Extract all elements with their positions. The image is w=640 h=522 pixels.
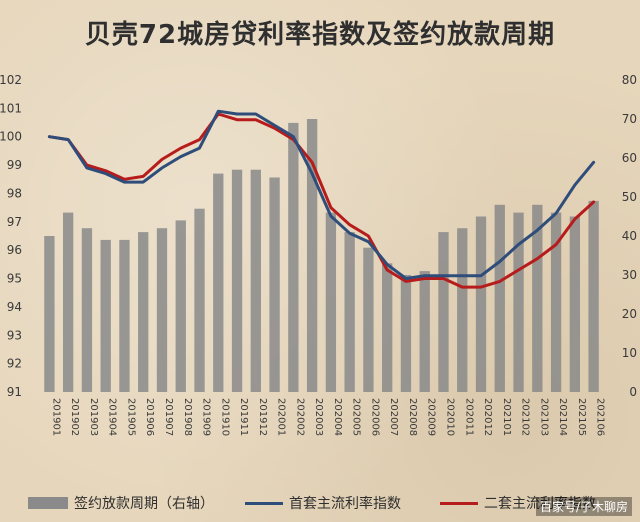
- bar: [588, 200, 599, 392]
- bar: [475, 216, 487, 392]
- bar: [457, 228, 468, 392]
- legend-label-cycle: 签约放款周期（右轴）: [74, 496, 214, 512]
- x-tick-label: 201905: [125, 398, 136, 436]
- x-tick-label: 202007: [388, 398, 399, 436]
- legend-swatch-bar: [28, 497, 68, 509]
- x-tick-label: 201912: [257, 398, 268, 436]
- x-tick-label: 201902: [69, 398, 80, 436]
- bar: [156, 228, 168, 392]
- x-tick-label: 202006: [369, 398, 380, 436]
- line-series-second-home: [47, 112, 596, 289]
- bar: [175, 220, 186, 392]
- bar: [550, 212, 562, 392]
- x-tick-label: 202003: [313, 398, 324, 436]
- x-tick-label: 202008: [407, 398, 418, 436]
- y-left-tick-label: 91: [7, 385, 22, 399]
- y-left-tick-label: 97: [7, 215, 22, 229]
- x-tick-label: 202104: [557, 398, 568, 436]
- bar: [81, 228, 93, 392]
- bar: [100, 239, 111, 392]
- y-left-tick-label: 98: [7, 186, 22, 200]
- y-left-tick-label: 93: [7, 328, 22, 342]
- chart-legend: 签约放款周期（右轴） 首套主流利率指数 二套主流利率指数: [10, 493, 640, 517]
- y-right-tick-label: 70: [622, 112, 637, 126]
- y-right-tick-label: 0: [629, 385, 637, 399]
- x-tick-label: 202105: [576, 398, 587, 436]
- bar: [382, 263, 393, 392]
- y-right-tick-label: 10: [622, 346, 637, 360]
- x-tick-label: 202101: [501, 398, 512, 436]
- watermark: 百家号/子木聊房: [535, 497, 632, 516]
- y-left-tick-label: 101: [0, 101, 22, 115]
- legend-label-first-home: 首套主流利率指数: [289, 496, 401, 512]
- bar: [419, 271, 430, 392]
- x-tick-label: 202106: [595, 398, 606, 436]
- x-tick-label: 201904: [107, 398, 118, 436]
- x-tick-label: 202001: [276, 398, 287, 436]
- bar: [250, 169, 261, 392]
- y-right-tick-label: 80: [622, 73, 637, 87]
- legend-item-second-home: 二套主流利率指数: [440, 493, 596, 513]
- y-left-tick-label: 102: [0, 73, 22, 87]
- y-left-tick-label: 99: [7, 158, 22, 172]
- bar: [288, 122, 299, 393]
- bar: [119, 239, 130, 392]
- bar: [62, 212, 74, 392]
- y-left-tick-label: 92: [7, 357, 22, 371]
- line-series-first-home: [47, 109, 596, 280]
- x-tick-label: 202005: [351, 398, 362, 436]
- bar: [231, 169, 243, 392]
- x-tick-label: 202002: [294, 398, 305, 436]
- y-left-tick-label: 94: [7, 300, 22, 314]
- bar: [306, 119, 318, 392]
- x-tick-label: 202102: [520, 398, 531, 436]
- x-tick-label: 201911: [238, 398, 249, 436]
- x-tick-label: 202004: [332, 398, 343, 436]
- bar: [532, 204, 543, 392]
- x-tick-label: 201903: [88, 398, 99, 436]
- y-right-tick-label: 20: [622, 307, 637, 321]
- x-tick-label: 201901: [50, 398, 61, 436]
- y-left-tick-label: 96: [7, 243, 22, 257]
- legend-swatch-second-home: [440, 501, 478, 505]
- bar: [438, 232, 449, 392]
- x-tick-label: 201908: [182, 398, 193, 436]
- y-right-tick-label: 50: [622, 190, 637, 204]
- y-right-tick-label: 40: [622, 229, 637, 243]
- bar: [344, 232, 355, 392]
- y-left-tick-label: 95: [7, 272, 22, 286]
- y-right-tick-label: 30: [622, 268, 637, 282]
- bar: [194, 208, 205, 392]
- x-tick-label: 202009: [426, 398, 437, 436]
- y-left-tick-label: 100: [0, 130, 22, 144]
- x-tick-label: 202103: [538, 398, 549, 436]
- legend-item-cycle: 签约放款周期（右轴）: [28, 493, 214, 513]
- legend-label-second-home: 二套主流利率指数: [484, 496, 596, 512]
- bar: [138, 232, 149, 392]
- x-tick-label: 201909: [201, 398, 212, 436]
- bar: [363, 247, 374, 392]
- legend-swatch-first-home: [245, 501, 283, 505]
- y-right-tick-label: 60: [622, 151, 637, 165]
- bar: [213, 173, 224, 392]
- bar: [44, 236, 55, 392]
- x-tick-label: 201907: [163, 398, 174, 436]
- legend-item-first-home: 首套主流利率指数: [245, 493, 401, 513]
- x-tick-label: 201910: [219, 398, 230, 436]
- bar: [494, 204, 505, 392]
- x-tick-label: 202010: [444, 398, 455, 436]
- bar: [325, 212, 337, 392]
- x-tick-label: 201906: [144, 398, 155, 436]
- x-tick-label: 202012: [482, 398, 493, 436]
- bar: [513, 212, 524, 392]
- chart-title: 贝壳72城房贷利率指数及签约放款周期: [84, 20, 556, 50]
- bar: [269, 177, 280, 392]
- bar: [400, 275, 412, 392]
- x-tick-label: 202011: [463, 398, 474, 436]
- bar: [569, 216, 581, 392]
